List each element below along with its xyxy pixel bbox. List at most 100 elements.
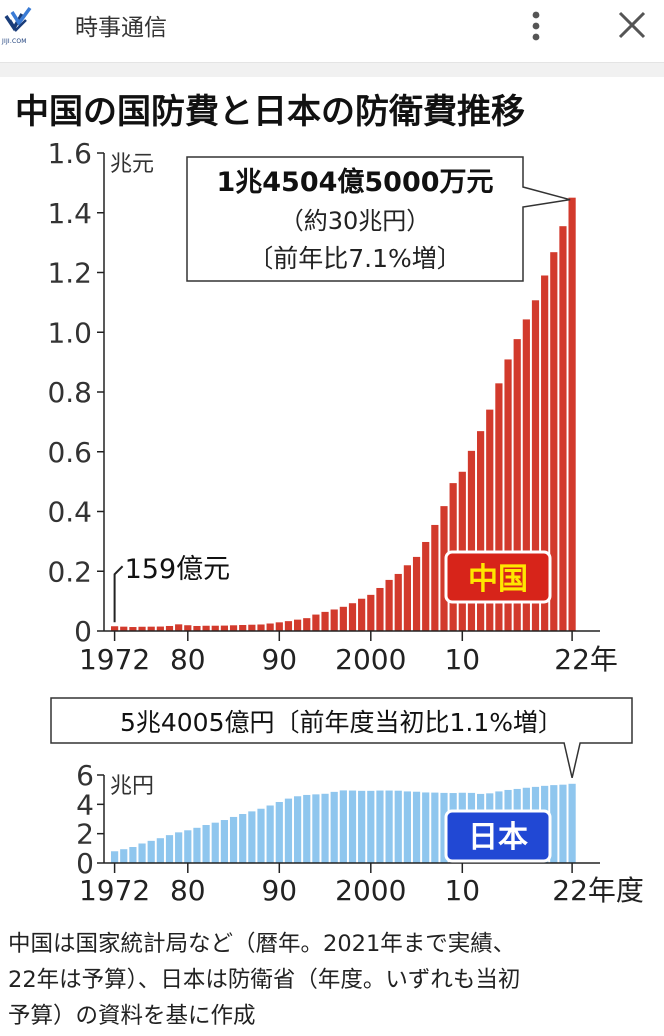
first-value-leader <box>113 565 124 623</box>
japan-bar <box>358 790 366 863</box>
japan-bar <box>239 814 247 863</box>
china-bar <box>385 579 393 631</box>
japan-bar <box>403 791 411 863</box>
japan-last-value-annotation: 5兆4005億円〔前年度当初比1.1%増〕 <box>120 708 563 737</box>
china-bar <box>239 624 247 631</box>
china-bar <box>394 573 402 631</box>
china-bar <box>367 594 375 631</box>
china-bar <box>330 609 338 631</box>
china-bar <box>220 625 228 631</box>
japan-bar <box>147 840 155 863</box>
y-tick-label: 1.0 <box>47 316 92 349</box>
japan-bar <box>175 832 183 863</box>
japan-bar <box>431 792 439 863</box>
china-bar <box>440 506 448 631</box>
china-bar <box>184 625 192 631</box>
japan-bar <box>248 811 256 863</box>
y-tick-label: 0.2 <box>47 555 92 588</box>
china-bar <box>495 383 503 631</box>
japan-bar <box>257 808 265 863</box>
x-tick-label: 1972 <box>79 874 150 907</box>
china-bar <box>568 197 576 631</box>
japan-bar <box>312 794 320 863</box>
header-divider <box>0 62 664 77</box>
japan-bar <box>284 798 293 863</box>
china-bar <box>303 618 311 631</box>
chart-title: 中国の国防費と日本の防衛費推移 <box>15 92 525 132</box>
japan-bar <box>120 849 128 863</box>
japan-bar <box>376 790 384 863</box>
japan-bar <box>568 783 576 863</box>
japan-bar <box>348 790 357 863</box>
china-chart: 0 0.2 0.4 0.6 0.8 1.0 1.2 1.4 1.6 兆元 1972 80 90 2000 1… <box>47 137 617 676</box>
y-tick-label: 1.2 <box>47 257 92 290</box>
y-tick-label: 4 <box>76 788 94 821</box>
japan-bar <box>138 843 146 863</box>
japan-series-label: 日本 <box>468 820 528 855</box>
china-bar <box>559 226 567 631</box>
china-bar <box>175 624 183 631</box>
china-bar <box>358 598 366 631</box>
japan-bar <box>422 792 430 863</box>
japan-bar <box>165 835 174 863</box>
china-bar <box>138 626 146 631</box>
china-bar <box>321 611 329 631</box>
x-tick-label: 2000 <box>335 643 406 676</box>
footnote-line: 予算）の資料を基に作成 <box>8 1003 256 1029</box>
japan-bar <box>559 784 567 863</box>
china-bar <box>312 614 320 631</box>
japan-bar <box>367 790 375 863</box>
x-tick-label: 90 <box>261 643 297 676</box>
last-value-line2: （約30兆円） <box>280 207 431 235</box>
y-tick-label: 1.4 <box>47 197 92 230</box>
japan-bar <box>156 838 164 863</box>
japan-bar <box>266 805 274 863</box>
china-bar <box>248 624 256 631</box>
app-bar: JIJI.COM 時事通信 <box>0 0 664 52</box>
y-tick-label: 0.8 <box>47 376 92 409</box>
china-bar <box>403 565 411 631</box>
japan-bar <box>275 801 283 863</box>
japan-bar <box>339 790 347 863</box>
china-bar <box>477 431 485 631</box>
y-unit-label: 兆元 <box>110 152 154 177</box>
close-icon[interactable] <box>612 8 652 44</box>
japan-series-badge <box>444 809 552 863</box>
japan-bar <box>321 793 329 863</box>
china-bar <box>165 625 174 631</box>
china-bar <box>129 627 137 631</box>
china-bar <box>147 626 155 631</box>
y-tick-label: 0.4 <box>47 496 92 529</box>
x-tick-label: 90 <box>261 874 297 907</box>
china-bar <box>275 622 283 631</box>
y-tick-label: 0 <box>76 847 94 880</box>
china-series-label: 中国 <box>468 562 528 597</box>
jiji-logo-icon[interactable]: JIJI.COM <box>2 6 40 46</box>
china-bar <box>541 275 549 631</box>
last-value-line1: 1兆4504億5000万元 <box>216 167 493 198</box>
footnote-line: 中国は国家統計局など（暦年。2021年まで実績、 <box>8 931 516 957</box>
china-bar <box>522 319 530 631</box>
footnote: 中国は国家統計局など（暦年。2021年まで実績、 22年は予算）、日本は防衛省（… <box>8 926 658 1034</box>
x-tick-label: 10 <box>444 643 480 676</box>
china-bar <box>211 625 219 631</box>
japan-bar <box>129 847 137 863</box>
china-bar <box>339 606 347 631</box>
japan-bar <box>330 791 338 863</box>
japan-bar <box>184 830 192 863</box>
y-tick-label: 0 <box>74 615 92 648</box>
japan-bar <box>412 791 421 863</box>
china-bar <box>193 625 201 631</box>
more-vertical-icon[interactable] <box>520 6 552 46</box>
japan-bar <box>385 790 393 863</box>
china-bar <box>294 619 302 631</box>
japan-bar <box>229 816 238 863</box>
china-bar <box>156 626 164 631</box>
y-tick-label: 6 <box>76 759 94 792</box>
first-value-annotation: 159億元 <box>125 554 231 585</box>
china-bar <box>422 541 430 631</box>
japan-bar <box>211 822 219 863</box>
china-bar <box>431 524 439 631</box>
last-value-callout <box>186 156 571 282</box>
